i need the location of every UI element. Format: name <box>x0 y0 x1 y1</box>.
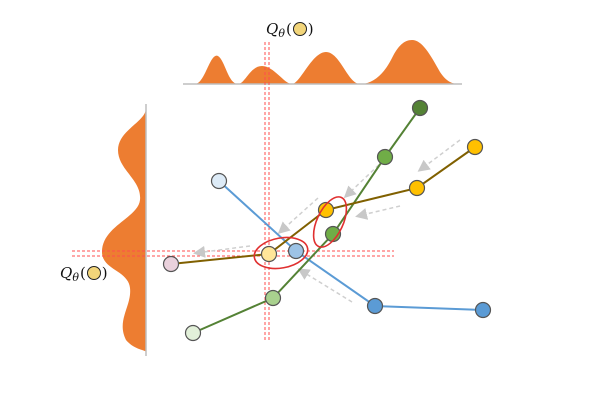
pink-node <box>162 255 180 273</box>
label-open-paren: ( <box>285 20 292 38</box>
blue-node <box>210 172 228 190</box>
label-theta: θ <box>278 26 285 40</box>
label-q: Q <box>60 264 73 282</box>
green-node <box>376 148 394 166</box>
green-trajectory <box>184 99 429 342</box>
green-node <box>411 99 429 117</box>
label-open-paren: ( <box>79 264 86 282</box>
top-density-curve <box>195 40 460 84</box>
arrow <box>343 159 385 199</box>
blue-node <box>366 297 384 315</box>
yellow-trajectory <box>162 138 484 273</box>
highlight-ellipse <box>312 196 348 248</box>
label-close-paren: ) <box>101 264 108 282</box>
green-node <box>264 289 282 307</box>
left-density-curve <box>102 108 146 352</box>
highlight-ellipse <box>253 236 309 270</box>
label-q: Q <box>266 20 279 38</box>
update-arrows <box>193 139 461 303</box>
blue-line <box>218 180 484 311</box>
yellow-circle-icon <box>86 266 101 280</box>
arrow <box>277 197 319 235</box>
yellow-circle-icon <box>292 22 307 36</box>
arrow <box>355 205 401 220</box>
label-close-paren: ) <box>307 20 314 38</box>
top-quantile-label: Q θ ( ) <box>266 20 314 40</box>
green-node <box>184 324 202 342</box>
green-line <box>192 107 421 334</box>
yellow-node <box>466 138 484 156</box>
yellow-node <box>317 201 335 219</box>
yellow-node <box>408 179 426 197</box>
arrow <box>417 139 461 172</box>
blue-node <box>474 301 492 319</box>
arrow <box>297 268 353 303</box>
arrow <box>193 245 251 258</box>
blue-trajectory <box>210 172 492 319</box>
yellow-node <box>260 245 278 263</box>
left-quantile-label: Q θ ( ) <box>60 264 108 284</box>
label-theta: θ <box>72 270 79 284</box>
blue-node <box>287 242 305 260</box>
